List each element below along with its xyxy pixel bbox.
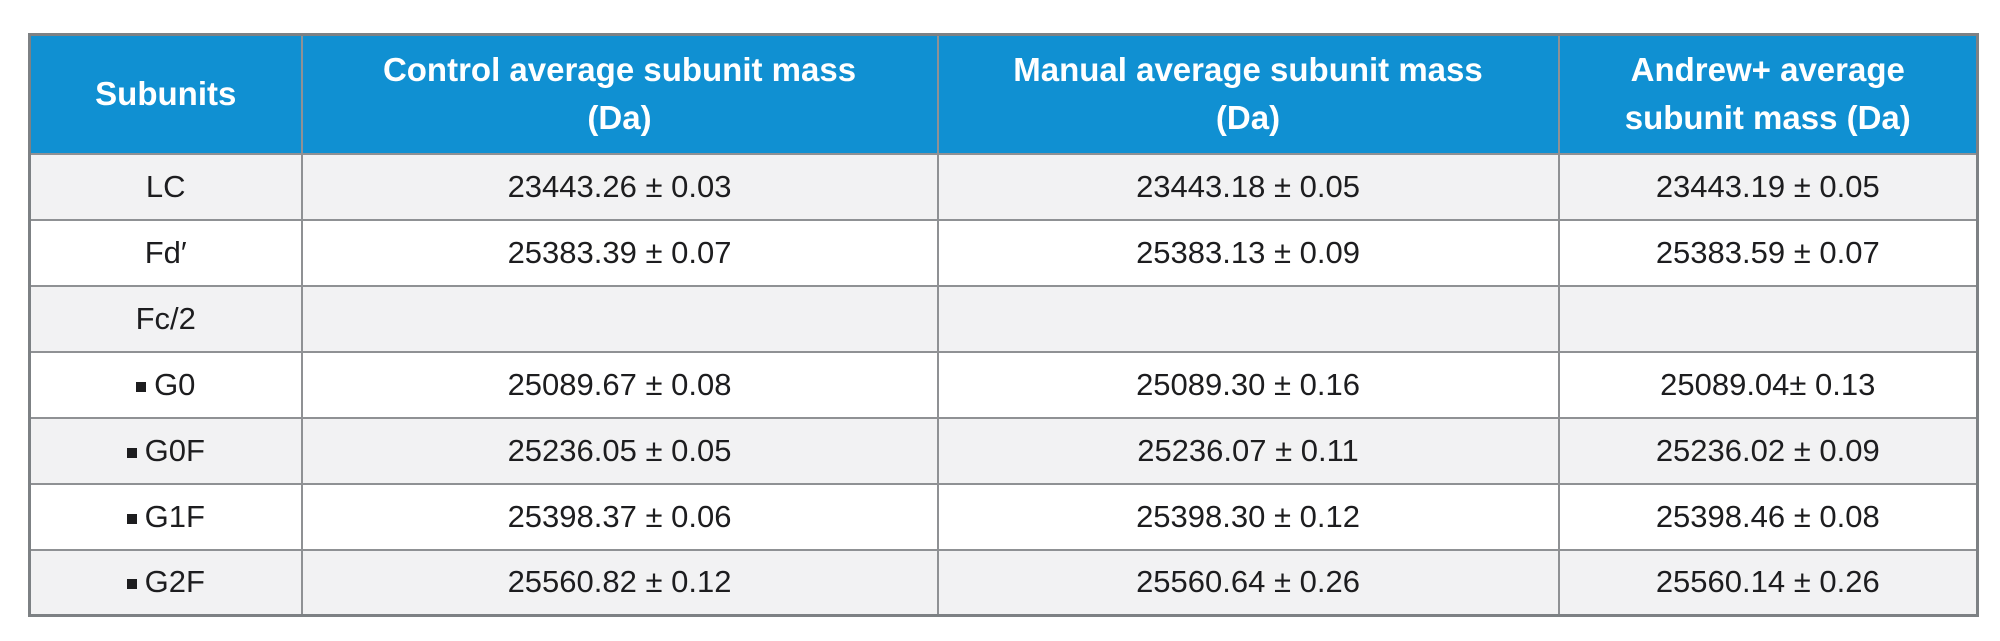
table-row: G0F 25236.05 ± 0.05 25236.07 ± 0.11 2523… — [28, 416, 1979, 485]
subunit-mass-table: Subunits Control average subunit mass (D… — [28, 33, 1979, 617]
table-row: G2F 25560.82 ± 0.12 25560.64 ± 0.26 2556… — [28, 548, 1979, 617]
table-header: Subunits Control average subunit mass (D… — [28, 33, 1979, 155]
table-row: LC 23443.26 ± 0.03 23443.18 ± 0.05 23443… — [28, 152, 1979, 221]
column-header-subunits: Subunits — [28, 33, 303, 155]
andrew-mass-cell: 25383.59 ± 0.07 — [1557, 218, 1979, 287]
manual-mass-cell: 25236.07 ± 0.11 — [936, 416, 1560, 485]
subunit-cell: G0F — [28, 416, 303, 485]
header-row: Subunits Control average subunit mass (D… — [28, 33, 1979, 155]
table-row: Fd′ 25383.39 ± 0.07 25383.13 ± 0.09 2538… — [28, 218, 1979, 287]
andrew-mass-cell: 25560.14 ± 0.26 — [1557, 548, 1979, 617]
control-mass-cell — [300, 284, 939, 353]
manual-mass-cell: 25398.30 ± 0.12 — [936, 482, 1560, 551]
control-mass-cell: 23443.26 ± 0.03 — [300, 152, 939, 221]
control-mass-cell: 25383.39 ± 0.07 — [300, 218, 939, 287]
andrew-mass-cell — [1557, 284, 1979, 353]
andrew-mass-cell: 25398.46 ± 0.08 — [1557, 482, 1979, 551]
column-header-control-mass: Control average subunit mass (Da) — [300, 33, 939, 155]
manual-mass-cell: 25383.13 ± 0.09 — [936, 218, 1560, 287]
subunit-cell: G2F — [28, 548, 303, 617]
control-mass-cell: 25089.67 ± 0.08 — [300, 350, 939, 419]
subunit-label: G2F — [144, 564, 205, 600]
manual-mass-cell: 25560.64 ± 0.26 — [936, 548, 1560, 617]
manual-mass-cell: 23443.18 ± 0.05 — [936, 152, 1560, 221]
table-row: Fc/2 — [28, 284, 1979, 353]
subunit-cell: G1F — [28, 482, 303, 551]
subunit-label: Fd′ — [144, 234, 187, 270]
subunit-label: G0 — [154, 366, 196, 402]
andrew-mass-cell: 25236.02 ± 0.09 — [1557, 416, 1979, 485]
andrew-mass-cell: 23443.19 ± 0.05 — [1557, 152, 1979, 221]
square-bullet-icon — [126, 579, 137, 590]
square-bullet-icon — [126, 447, 137, 458]
subunit-mass-table-container: Subunits Control average subunit mass (D… — [28, 33, 1979, 617]
subunit-label: Fc/2 — [135, 300, 196, 336]
subunit-label: G0F — [144, 432, 205, 468]
control-mass-cell: 25398.37 ± 0.06 — [300, 482, 939, 551]
subunit-cell: LC — [28, 152, 303, 221]
subunit-cell: Fc/2 — [28, 284, 303, 353]
column-header-andrew-mass: Andrew+ average subunit mass (Da) — [1557, 33, 1979, 155]
subunit-cell: Fd′ — [28, 218, 303, 287]
table-row: G1F 25398.37 ± 0.06 25398.30 ± 0.12 2539… — [28, 482, 1979, 551]
subunit-cell: G0 — [28, 350, 303, 419]
subunit-label: LC — [145, 168, 186, 204]
subunit-label: G1F — [144, 498, 205, 534]
manual-mass-cell — [936, 284, 1560, 353]
column-header-manual-mass: Manual average subunit mass (Da) — [936, 33, 1560, 155]
table-row: G0 25089.67 ± 0.08 25089.30 ± 0.16 25089… — [28, 350, 1979, 419]
square-bullet-icon — [126, 513, 137, 524]
control-mass-cell: 25560.82 ± 0.12 — [300, 548, 939, 617]
square-bullet-icon — [136, 381, 147, 392]
manual-mass-cell: 25089.30 ± 0.16 — [936, 350, 1560, 419]
andrew-mass-cell: 25089.04± 0.13 — [1557, 350, 1979, 419]
table-body: LC 23443.26 ± 0.03 23443.18 ± 0.05 23443… — [28, 152, 1979, 617]
control-mass-cell: 25236.05 ± 0.05 — [300, 416, 939, 485]
